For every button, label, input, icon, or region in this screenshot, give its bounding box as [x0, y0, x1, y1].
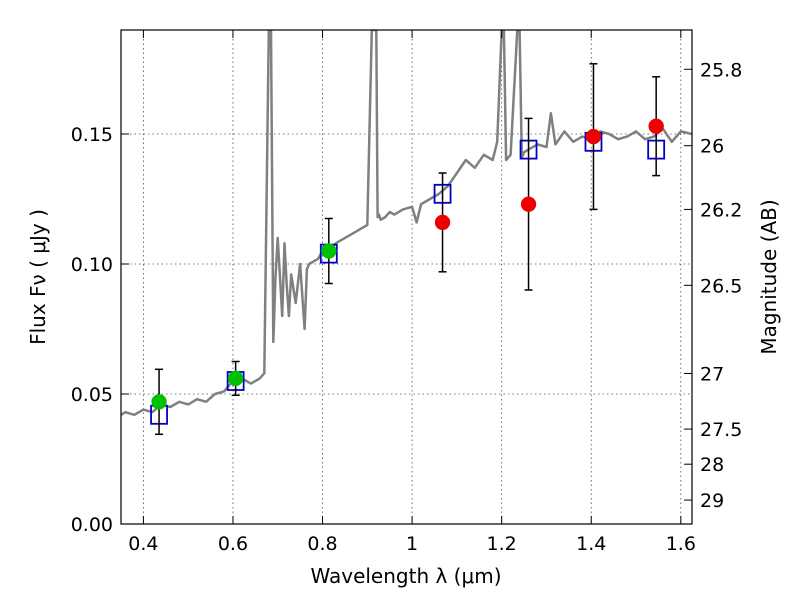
y-tick-label: 0.10	[71, 254, 113, 276]
y-axis-label-right: Magnitude (AB)	[757, 199, 781, 354]
y-axis-label-left: Flux Fν ( μJy )	[26, 209, 50, 345]
magnitude-tick-label: 26	[700, 136, 724, 158]
x-tick-label: 0.4	[128, 533, 158, 555]
x-tick-label: 1.4	[576, 533, 606, 555]
x-tick-label: 1.2	[487, 533, 517, 555]
spectrum-line	[121, 30, 692, 417]
observed-flux-point	[151, 394, 167, 410]
observed-flux-point	[227, 370, 244, 387]
template-spectrum	[121, 30, 692, 417]
plot-frame	[120, 29, 693, 525]
magnitude-tick-label: 26.2	[700, 199, 742, 221]
magnitude-tick-label: 28	[700, 454, 724, 476]
axis-ticks: 0.4 0.6 0.8 1 1.2 1.4 1.6 0.00 0.05 0.10 0.15 25.8 2…	[71, 30, 742, 555]
y-tick-label: 0.15	[71, 124, 113, 146]
magnitude-tick-label: 29	[700, 490, 724, 512]
observed-flux-point	[648, 118, 664, 134]
y-tick-label: 0.00	[71, 514, 113, 536]
x-tick-label: 0.6	[218, 533, 248, 555]
magnitude-tick-label: 27	[700, 363, 724, 385]
x-axis-label: Wavelength λ (μm)	[310, 564, 501, 588]
magnitude-tick-label: 25.8	[700, 59, 742, 81]
observed-flux-point	[321, 243, 337, 259]
observed-flux-point	[585, 128, 602, 145]
observed-flux-point	[520, 196, 537, 212]
x-tick-label: 1.6	[666, 533, 696, 555]
observed-flux-point	[434, 214, 451, 231]
magnitude-tick-label: 26.5	[700, 275, 742, 297]
y-tick-label: 0.05	[71, 384, 113, 406]
x-tick-label: 1	[406, 533, 418, 555]
grid-lines	[121, 30, 692, 525]
x-tick-label: 0.8	[307, 533, 337, 555]
data-points	[150, 63, 666, 436]
magnitude-tick-label: 27.5	[700, 419, 742, 441]
